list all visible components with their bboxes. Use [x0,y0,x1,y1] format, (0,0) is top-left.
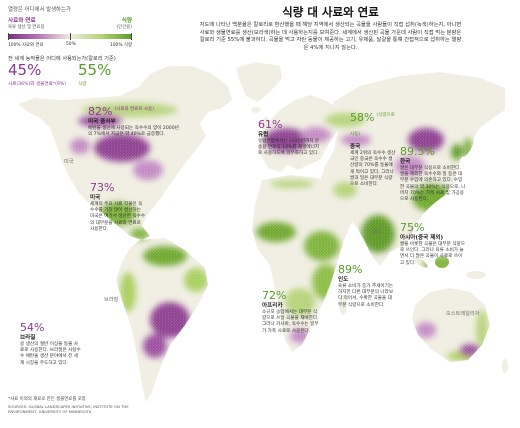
callout-percent: 61% [258,118,283,131]
global-feed-percent: 45% [8,61,42,79]
callout-region: 인도 [338,277,349,283]
callout-percent: 58% [350,111,375,124]
legend-tick [131,33,132,40]
callout-text: 유럽연합에서는 2020년까지 운송용 연료의 10%를 재생에너지로 사용하도… [258,139,320,157]
callout-note: (사료와 연료로 사용) [114,107,154,112]
footnote: *사료 이외의 재료로 만든 생물연료를 포함 [8,397,86,402]
callout-text: 세계 2위의 옥수수 생산국인 중국은 옥수수 생산량의 70%를 동물에게 먹… [350,151,396,188]
callout-percent: 89% [338,263,363,276]
callout-percent: 72% [262,289,287,302]
global-feed-label: 사료(36%)와 생물연료*(9%) [8,82,67,87]
legend-food-sub: (인간용) [116,25,132,30]
global-food-percent: 55% [78,61,112,79]
callout-region: 미국 [90,195,101,201]
map-label-australia: 오스트레일리아 [446,311,480,317]
callout-percent: 73% [90,181,115,194]
callout-region: 브라질 [20,335,36,341]
callout-brazil: 54% 브라질 콩 생산의 절반 이상을 동물 사료로 사용한다. 브라질은 사… [20,316,82,367]
callout-europe: 61% 유럽 유럽연합에서는 2020년까지 운송용 연료의 10%를 재생에너… [258,113,322,158]
callout-us-midwest: 82% (사료와 연료로 사용) 미국 중서부 에탄올 생산에 사용되는 옥수수의… [88,100,180,138]
callout-region: 미국 중서부 [88,119,116,125]
callout-asia: 75% 아시아(중국 제외) 쌀을 비롯한 곡물은 대부분 식량으로 쓰인다. … [400,216,466,267]
callout-china: 58% (식량으로 사용) 중국 세계 2위의 옥수수 생산국인 중국은 옥수수 … [350,106,396,188]
callout-africa: 72% 아프리카 소규모 농업에서는 대부분 식량으로 쓰일 곡물을 재배한다.… [262,284,320,335]
callout-text: 쌀을 비롯한 곡물은 대부분 식량으로 쓰인다. 그러나 육류 소비가 늘면서 … [400,242,466,266]
map-label-brazil: 브라질 [104,297,119,303]
source-credit: SOURCES: GLOBAL LANDSCAPES INITIATIVE, I… [8,404,129,414]
page-title: 식량 대 사료와 연료 [282,5,379,19]
legend-feed-label: 사료와 연료 [8,18,36,24]
callout-usa: 73% 미국 세계의 주요 사료 작물인 옥수수를 가장 많이 생산하는 미국은… [90,176,146,233]
callout-text: 에탄올 생산에 사용되는 옥수수의 양이 2000년의 7%에서 지금은 약 4… [88,126,179,138]
map-label-india: 인도 [372,229,382,235]
callout-text: 쌀은 대부분 식용으로 소비한다. 쌀을 제외한 옥수수와 밀 등은 대부분 수… [400,166,466,203]
callout-text: 세계의 주요 사료 작물인 옥수수를 가장 많이 생산하는 미국은 여기서 생산… [90,202,146,232]
legend-food: 식량 (인간용) [92,18,132,31]
callout-region: 아시아(중국 제외) [400,235,444,241]
legend-tick [8,33,9,40]
legend-gradient-bar [8,33,132,40]
global-food-label: 식량 [78,82,87,87]
callout-text: 육류 소비가 증가 추세이기는 하지만 다른 대부분의 나라보다 적어서, 수확… [338,284,394,308]
callout-india: 89% 인도 육류 소비가 증가 추세이기는 하지만 다른 대부분의 나라보다 … [338,258,394,309]
legend-tick-food: 100% 식량 [109,43,132,48]
callout-text: 소규모 농업에서는 대부분 식량으로 쓰일 곡물을 재배한다. 그러나 카사바,… [262,310,319,334]
legend-heading: 열량은 어디에서 발생하는가 [8,7,71,13]
legend-tick-feed: 100% 사료와 연료 [8,43,44,48]
callout-note: (식량으로 사용) [350,113,395,137]
callout-region: 유럽 [258,132,269,138]
global-question: 전 세계 농작물은 어디에 사용되는가(칼로리 기준) [8,56,116,62]
callout-text: 콩 생산의 절반 이상을 동물 사료로 사용한다. 브라질은 사탕수수 에탄올 … [20,342,81,366]
legend-feed: 사료와 연료 육류 생산 및 연료용 [8,18,45,31]
map-label-usa: 미국 [64,159,74,165]
callout-percent: 82% [88,105,113,118]
callout-percent: 54% [20,321,45,334]
legend-tick-mid: 50% [66,42,76,47]
intro-text: 지도에 나타난 백분율은 칼로리로 환산했을 때 해당 지역에서 생산되는 곡물… [199,22,462,51]
legend-tick [70,33,71,40]
legend-food-label: 식량 [121,18,132,24]
callout-region: 중국 [350,144,361,150]
callout-percent: 75% [400,221,425,234]
callout-korea: 89.5% 한국 쌀은 대부분 식용으로 소비한다. 쌀을 제외한 옥수수와 밀… [400,140,466,203]
callout-region: 아프리카 [262,303,283,309]
callout-region: 한국 [400,159,411,165]
callout-percent: 89.5% [400,145,435,158]
legend-feed-sub: 육류 생산 및 연료용 [8,25,45,30]
